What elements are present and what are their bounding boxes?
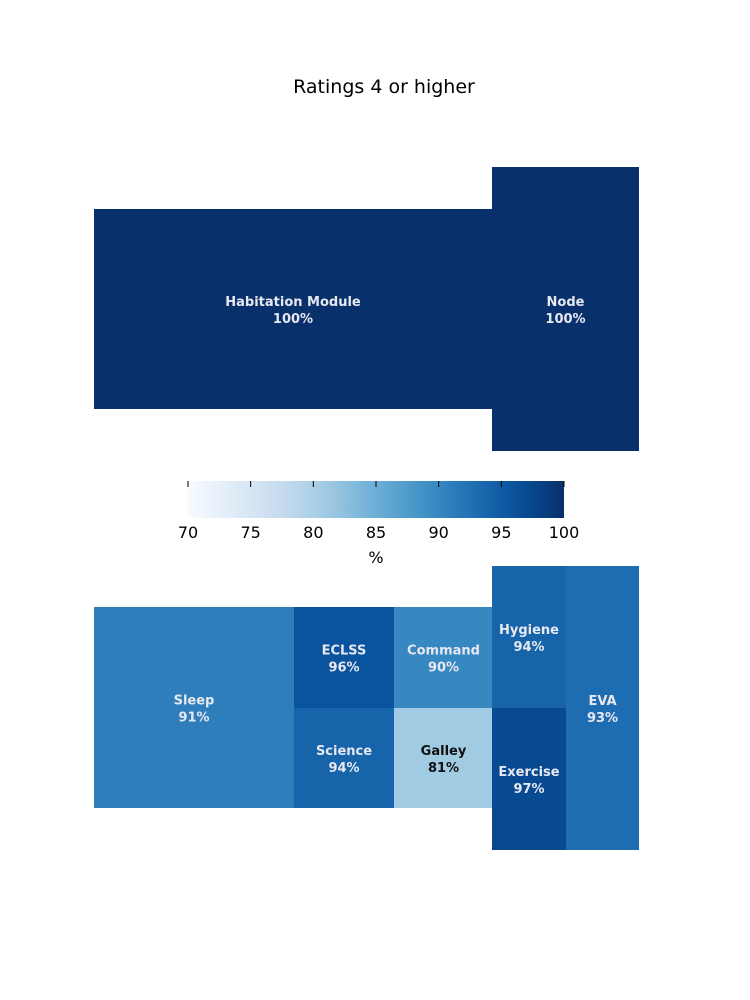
cell-label-hygiene: Hygiene [499,623,559,638]
colorbar-label: % [368,548,383,567]
cell-eclss [294,607,394,708]
chart-title: Ratings 4 or higher [293,76,475,98]
cell-value-eva: 93% [587,711,618,726]
colorbar-tick-label-70: 70 [178,523,198,542]
colorbar-tick-label-90: 90 [428,523,448,542]
cell-label-eclss: ECLSS [322,644,367,659]
cell-label-habitation-module: Habitation Module [225,295,361,310]
upper-panel: Habitation Module 100% Node 100% [94,167,639,451]
cell-label-command: Command [407,644,480,659]
cell-value-node: 100% [545,312,585,327]
cell-value-command: 90% [428,661,459,676]
cell-value-habitation-module: 100% [273,312,313,327]
cell-value-science: 94% [328,761,359,776]
cell-galley [394,708,493,808]
cell-command [394,607,493,708]
cell-label-exercise: Exercise [498,765,559,780]
colorbar-tick-label-80: 80 [303,523,323,542]
colorbar-tick-label-85: 85 [366,523,386,542]
cell-label-sleep: Sleep [174,694,215,709]
cell-value-sleep: 91% [178,711,209,726]
cell-value-galley: 81% [428,761,459,776]
cell-label-galley: Galley [421,744,467,759]
cell-value-exercise: 97% [513,782,544,797]
lower-panel: Sleep 91% ECLSS 96% Command 90% Science 94% Gall… [94,566,639,850]
colorbar-scale [188,481,564,518]
cell-node [492,167,639,451]
colorbar-tick-label-75: 75 [240,523,260,542]
colorbar-tick-label-100: 100 [549,523,580,542]
cell-sleep [94,607,294,808]
cell-exercise [492,708,566,850]
cell-label-eva: EVA [588,694,616,709]
cell-eva [566,566,639,850]
colorbar-tick-label-95: 95 [491,523,511,542]
cell-label-node: Node [547,295,585,310]
cell-hygiene [492,566,566,708]
cell-label-science: Science [316,744,372,759]
cell-habitation-module [94,209,492,409]
cell-value-eclss: 96% [328,661,359,676]
cell-science [294,708,394,808]
colorbar: 70 75 80 85 90 95 100% [178,481,579,567]
cell-value-hygiene: 94% [513,640,544,655]
